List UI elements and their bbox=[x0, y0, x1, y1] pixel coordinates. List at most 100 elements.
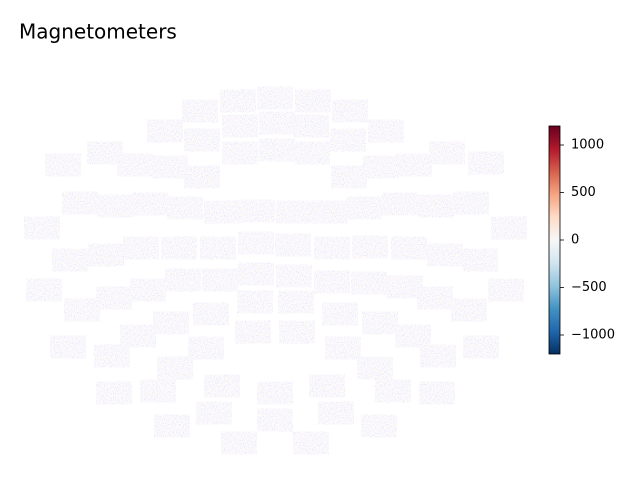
sensor-image bbox=[161, 236, 197, 260]
sensor-image bbox=[62, 191, 98, 215]
sensor-image bbox=[278, 290, 314, 314]
sensor-image bbox=[279, 320, 315, 344]
sensor-image bbox=[157, 356, 193, 380]
sensor-image bbox=[293, 114, 329, 138]
sensor-image bbox=[64, 298, 100, 322]
sensor-image bbox=[322, 302, 358, 326]
sensor-image bbox=[259, 138, 295, 162]
sensor-image bbox=[96, 286, 132, 310]
sensor-image bbox=[346, 196, 382, 220]
sensor-image bbox=[154, 414, 190, 438]
sensor-image bbox=[117, 153, 153, 177]
colorbar-tick-label: −1000 bbox=[571, 328, 615, 343]
sensor-image bbox=[120, 324, 156, 348]
sensor-image bbox=[222, 114, 258, 138]
sensor-image bbox=[331, 165, 367, 189]
sensor-image bbox=[237, 290, 273, 314]
sensor-image bbox=[152, 155, 188, 179]
sensor-image bbox=[153, 311, 189, 335]
sensor-image bbox=[276, 200, 312, 224]
sensor-image bbox=[220, 89, 256, 113]
sensor-image bbox=[332, 99, 368, 123]
sensor-image bbox=[26, 278, 62, 302]
sensor-image bbox=[419, 381, 455, 405]
sensor-image bbox=[235, 320, 271, 344]
sensor-image bbox=[257, 408, 293, 432]
sensor-image bbox=[238, 262, 274, 286]
sensor-image bbox=[184, 128, 220, 152]
colorbar bbox=[548, 125, 561, 355]
sensor-image bbox=[488, 278, 524, 302]
sensor-image bbox=[257, 86, 293, 110]
sensor-image bbox=[352, 235, 388, 259]
sensor-image bbox=[87, 141, 123, 165]
sensor-image bbox=[204, 200, 240, 224]
sensor-image bbox=[391, 236, 427, 260]
sensor-image bbox=[123, 236, 159, 260]
sensor-image bbox=[387, 275, 423, 299]
sensor-image bbox=[275, 233, 311, 257]
sensor-image bbox=[309, 374, 345, 398]
sensor-image bbox=[202, 268, 238, 292]
sensor-image bbox=[368, 119, 404, 143]
sensor-image bbox=[491, 216, 527, 240]
sensor-image bbox=[238, 231, 274, 255]
sensor-image bbox=[97, 194, 133, 218]
sensor-image bbox=[314, 236, 350, 260]
colorbar-tick-label: 500 bbox=[571, 185, 596, 200]
sensor-image bbox=[222, 141, 258, 165]
sensor-image bbox=[50, 335, 86, 359]
sensor-image bbox=[193, 302, 229, 326]
sensor-image bbox=[132, 192, 168, 216]
sensor-image bbox=[382, 192, 418, 216]
sensor-image bbox=[314, 270, 350, 294]
sensor-image bbox=[453, 191, 489, 215]
sensor-image bbox=[147, 119, 183, 143]
sensor-image bbox=[196, 401, 232, 425]
sensor-image bbox=[463, 335, 499, 359]
sensor-images bbox=[24, 86, 527, 455]
sensor-image bbox=[221, 431, 257, 455]
sensor-image bbox=[325, 336, 361, 360]
sensor-image bbox=[200, 236, 236, 260]
colorbar-tick-label: 1000 bbox=[571, 138, 604, 153]
sensor-image bbox=[417, 286, 453, 310]
sensor-image bbox=[239, 199, 275, 223]
sensor-image bbox=[52, 248, 88, 272]
colorbar-tick-label: −500 bbox=[571, 280, 607, 295]
sensor-image bbox=[418, 194, 454, 218]
sensor-image bbox=[167, 196, 203, 220]
sensor-image bbox=[276, 264, 312, 288]
sensor-image bbox=[468, 151, 504, 175]
sensor-image bbox=[429, 141, 465, 165]
sensor-image bbox=[451, 298, 487, 322]
sensor-image bbox=[396, 153, 432, 177]
sensor-image bbox=[94, 344, 130, 368]
sensor-image bbox=[24, 216, 60, 240]
sensor-image bbox=[363, 155, 399, 179]
sensor-image bbox=[184, 165, 220, 189]
sensor-image bbox=[395, 324, 431, 348]
sensor-image bbox=[330, 128, 366, 152]
sensor-image bbox=[130, 278, 166, 302]
sensor-image bbox=[293, 431, 329, 455]
sensor-image bbox=[165, 268, 201, 292]
sensor-image bbox=[204, 374, 240, 398]
chart-title: Magnetometers bbox=[19, 20, 177, 44]
sensor-image bbox=[96, 381, 132, 405]
sensor-image bbox=[45, 153, 81, 177]
sensor-image bbox=[140, 379, 176, 403]
sensor-image bbox=[294, 141, 330, 165]
sensor-image bbox=[312, 200, 348, 224]
sensor-image bbox=[318, 401, 354, 425]
sensor-image bbox=[357, 356, 393, 380]
sensor-image bbox=[462, 248, 498, 272]
sensor-image bbox=[188, 336, 224, 360]
sensor-image bbox=[375, 379, 411, 403]
sensor-image bbox=[259, 111, 295, 135]
sensor-image bbox=[420, 344, 456, 368]
sensor-image bbox=[351, 271, 387, 295]
colorbar-tick-label: 0 bbox=[571, 233, 579, 248]
sensor-image bbox=[361, 414, 397, 438]
